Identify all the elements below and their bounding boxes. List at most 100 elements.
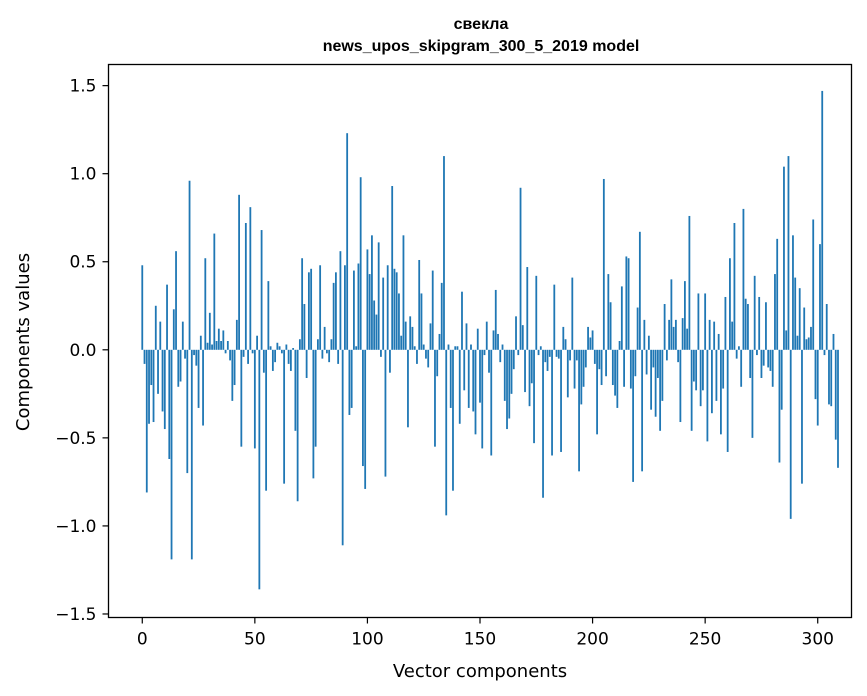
bar-176 (537, 349, 540, 356)
bar-282 (776, 238, 779, 350)
bar-108 (384, 349, 387, 477)
bar-28 (204, 258, 207, 350)
bar-29 (206, 342, 209, 350)
bar-70 (298, 339, 301, 350)
bar-163 (508, 349, 511, 419)
bar-69 (296, 349, 299, 502)
bar-164 (510, 349, 513, 394)
chart-title: свекла (454, 16, 509, 33)
bar-209 (611, 349, 614, 386)
bar-147 (472, 349, 475, 412)
bar-206 (605, 349, 607, 377)
x-tick-label: 200 (576, 630, 608, 650)
bar-191 (571, 277, 574, 350)
bar-270 (749, 349, 752, 378)
bar-1 (143, 349, 146, 364)
bar-135 (445, 349, 448, 516)
bar-290 (794, 277, 797, 350)
bar-118 (407, 349, 409, 428)
bar-295 (805, 339, 808, 350)
bar-195 (580, 349, 583, 405)
bar-68 (294, 349, 297, 431)
bar-235 (670, 279, 673, 350)
bar-236 (672, 326, 675, 350)
bar-157 (494, 289, 497, 350)
bar-233 (665, 349, 668, 361)
bar-25 (197, 349, 200, 408)
y-tick-label: −1.0 (55, 517, 96, 537)
bar-251 (706, 349, 709, 442)
bar-49 (251, 349, 254, 354)
bar-275 (760, 349, 763, 378)
bar-210 (614, 349, 616, 396)
bar-54 (262, 349, 265, 373)
bar-179 (544, 349, 547, 363)
bar-62 (280, 349, 283, 354)
bar-57 (269, 346, 272, 350)
bar-274 (758, 296, 761, 350)
bar-178 (542, 349, 544, 498)
bar-6 (154, 305, 157, 350)
bar-58 (271, 349, 274, 371)
bar-281 (774, 274, 776, 350)
bar-50 (253, 349, 256, 449)
bar-255 (715, 349, 718, 401)
bar-17 (179, 349, 182, 382)
bar-198 (587, 326, 589, 350)
bar-23 (193, 349, 195, 356)
bar-113 (395, 272, 398, 350)
bars-group (141, 90, 839, 590)
bar-95 (355, 346, 358, 350)
bar-260 (726, 349, 729, 452)
bar-34 (217, 328, 220, 350)
bar-139 (454, 346, 457, 350)
bar-96 (357, 263, 360, 350)
bar-76 (312, 349, 315, 479)
bar-142 (461, 291, 463, 350)
bar-2 (145, 349, 148, 493)
bar-36 (222, 330, 225, 350)
bar-273 (756, 349, 758, 356)
bar-140 (456, 346, 459, 350)
bar-194 (578, 349, 580, 472)
bar-56 (267, 281, 270, 350)
bar-93 (350, 349, 353, 408)
y-tick-label: −0.5 (55, 429, 96, 449)
bar-258 (722, 349, 725, 389)
bar-15 (175, 251, 177, 350)
bar-207 (607, 274, 610, 350)
bar-243 (688, 215, 691, 350)
bar-298 (812, 219, 815, 350)
bar-89 (341, 349, 344, 546)
bar-48 (249, 207, 252, 350)
bar-99 (364, 349, 367, 489)
bar-244 (690, 349, 693, 431)
bar-94 (353, 270, 355, 350)
bar-249 (702, 349, 704, 391)
bar-247 (697, 293, 700, 350)
y-tick-label: −1.5 (55, 605, 96, 625)
bar-37 (224, 349, 227, 354)
bar-177 (539, 346, 542, 350)
bar-12 (168, 349, 171, 459)
bar-81 (323, 326, 326, 350)
bar-47 (247, 349, 249, 364)
y-axis-ticks: −1.5 −1.0 −0.5 0.0 0.5 1.0 1.5 (55, 77, 109, 625)
x-tick-label: 0 (137, 630, 148, 650)
bar-130 (434, 349, 436, 447)
bar-132 (438, 333, 441, 350)
bar-230 (659, 349, 662, 431)
bar-278 (767, 349, 770, 368)
bar-264 (735, 349, 738, 359)
bar-197 (584, 349, 587, 368)
bar-204 (600, 349, 603, 386)
bar-212 (618, 341, 621, 350)
bar-169 (521, 325, 524, 350)
bar-232 (663, 304, 666, 350)
bar-167 (517, 349, 520, 356)
bar-173 (530, 349, 533, 384)
bar-38 (226, 341, 229, 350)
bar-30 (208, 312, 211, 350)
bar-39 (229, 349, 231, 361)
